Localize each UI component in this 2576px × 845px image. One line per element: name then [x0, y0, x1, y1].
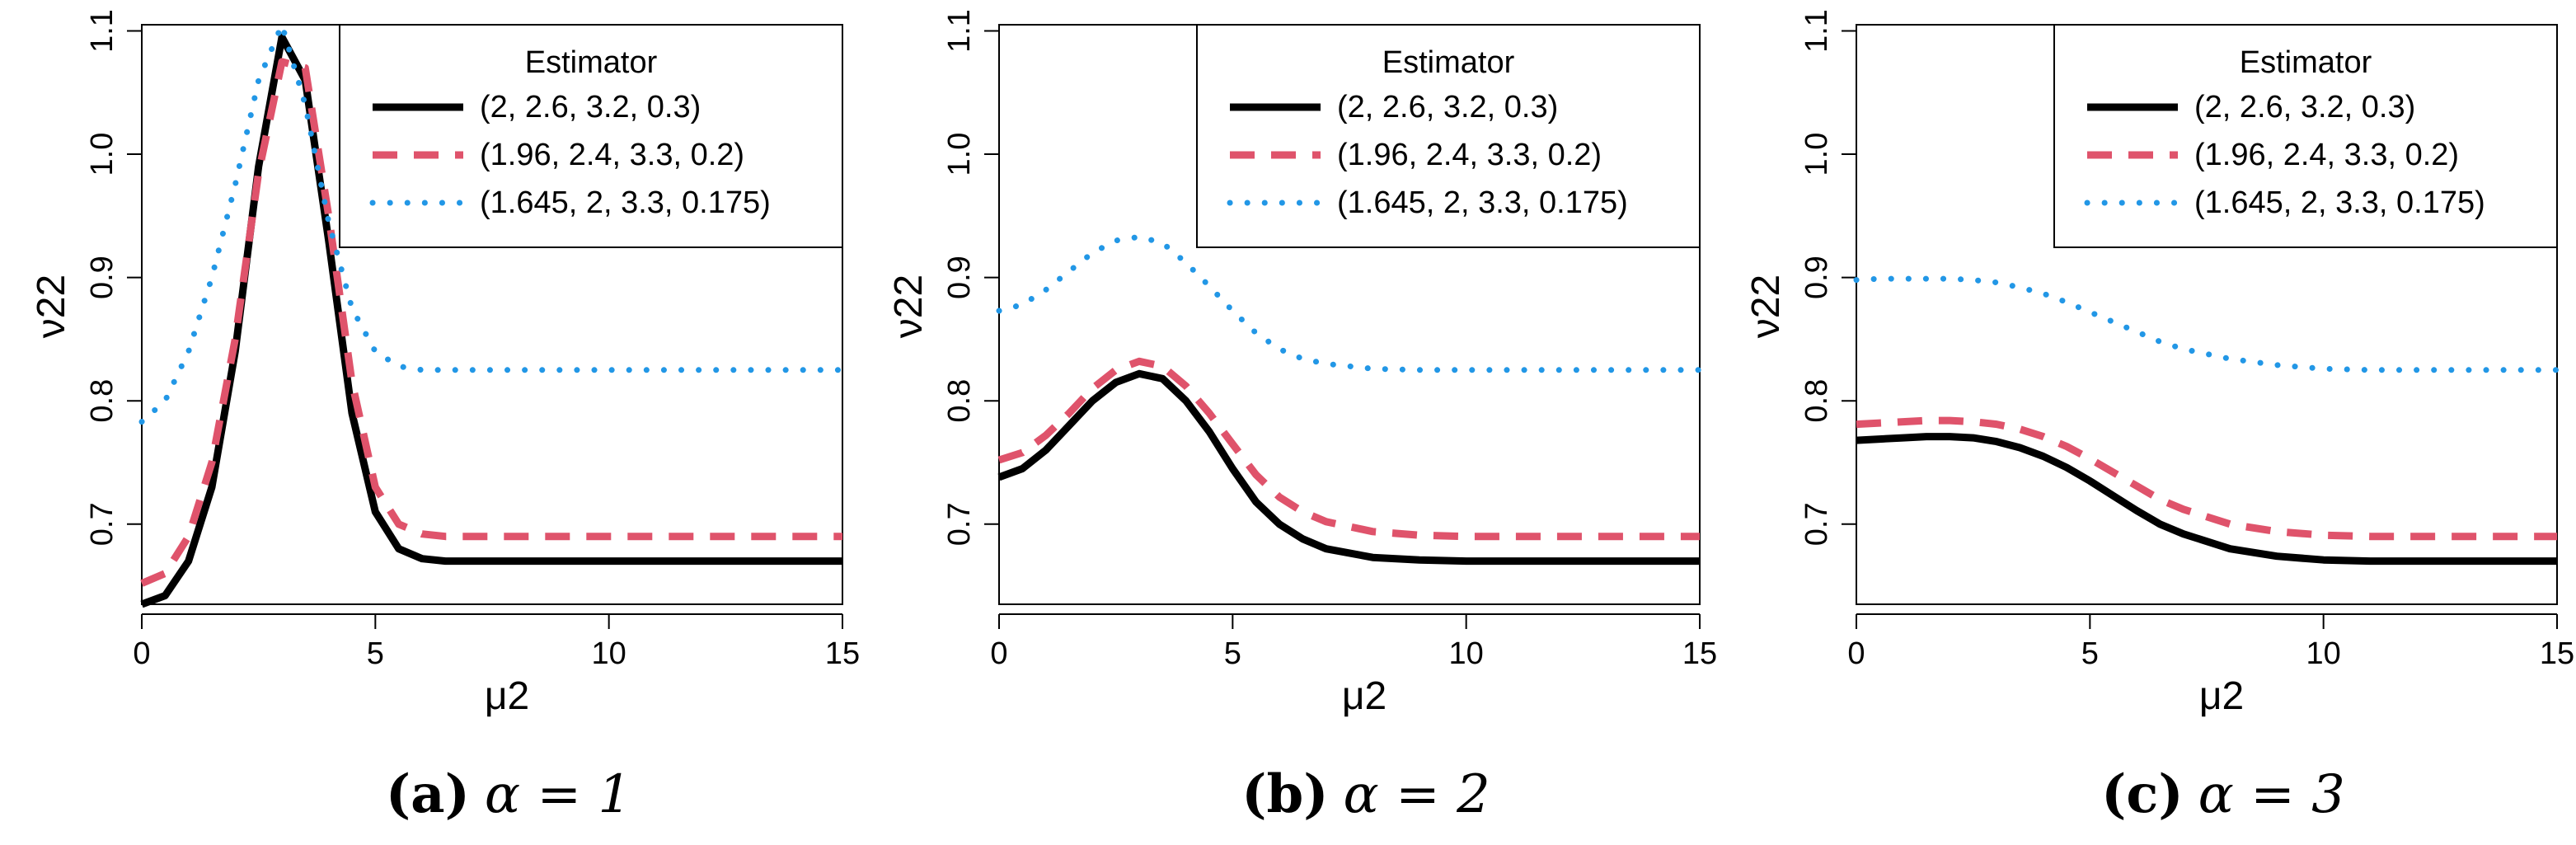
- x-tick-label: 5: [1224, 636, 1241, 671]
- x-tick-label: 0: [133, 636, 150, 671]
- y-axis-label: ν22: [1744, 275, 1788, 338]
- series-line-3: [1853, 275, 2560, 373]
- x-tick-label: 0: [990, 636, 1007, 671]
- y-tick-label: 0.7: [85, 502, 120, 546]
- legend-title: Estimator: [2240, 45, 2372, 80]
- x-tick-label: 10: [592, 636, 626, 671]
- series-line-1: [997, 369, 1700, 566]
- caption-equation: α = 3: [2198, 764, 2345, 825]
- panel-caption: (c) α = 3: [2101, 763, 2345, 825]
- x-axis-label: μ2: [485, 674, 529, 718]
- x-axis-label: μ2: [2199, 674, 2244, 718]
- legend-label-3: (1.645, 2, 3.3, 0.175): [2194, 185, 2485, 220]
- chart-panel-2: 0.7 0.8 0.9 1.0 1.1 0 5 10 15 μ2 ν22 Estimator (2, 2…: [887, 9, 1717, 825]
- y-tick-label: 0.7: [1799, 502, 1834, 546]
- y-tick-label: 0.9: [85, 256, 120, 299]
- y-tick-label: 0.9: [942, 256, 977, 299]
- legend-label-1: (2, 2.6, 3.2, 0.3): [1337, 90, 1558, 124]
- y-tick-label: 0.8: [942, 379, 977, 423]
- series-line-2: [1856, 416, 2557, 541]
- legend-title: Estimator: [525, 45, 658, 80]
- caption-equation: α = 1: [485, 764, 631, 825]
- y-tick-label: 1.0: [85, 133, 120, 176]
- chart-panel-3: 0.7 0.8 0.9 1.0 1.1 0 5 10 15 μ2 ν22 Estimator (2, 2…: [1744, 9, 2574, 825]
- legend-label-1: (2, 2.6, 3.2, 0.3): [2194, 90, 2415, 124]
- x-tick-label: 15: [825, 636, 860, 671]
- y-tick-label: 0.8: [85, 379, 120, 423]
- caption-letter: (b): [1241, 763, 1328, 825]
- chart-panel-1: 0.7 0.8 0.9 1.0 1.1 0 5 10 15 μ2 ν22 Estimator (2, 2…: [30, 9, 860, 825]
- x-tick-label: 15: [2540, 636, 2574, 671]
- x-tick-label: 0: [1847, 636, 1865, 671]
- x-tick-label: 5: [2081, 636, 2099, 671]
- y-tick-label: 0.7: [942, 502, 977, 546]
- y-tick-label: 0.9: [1799, 256, 1834, 299]
- legend-box: [1196, 24, 1701, 248]
- legend-label-3: (1.645, 2, 3.3, 0.175): [1337, 185, 1628, 220]
- y-axis-label: ν22: [30, 275, 73, 338]
- legend-label-2: (1.96, 2.4, 3.3, 0.2): [2194, 138, 2459, 172]
- y-axis-label: ν22: [887, 275, 931, 338]
- y-tick-label: 1.0: [1799, 133, 1834, 176]
- y-tick-label: 0.8: [1799, 379, 1834, 423]
- x-tick-label: 15: [1682, 636, 1717, 671]
- caption-letter: (c): [2101, 763, 2184, 825]
- series-line-1: [1856, 433, 2557, 566]
- legend-box: [2053, 24, 2558, 248]
- series-line-3: [996, 233, 1703, 373]
- legend-box: [339, 24, 843, 248]
- legend-title: Estimator: [1382, 45, 1515, 80]
- panel-caption: (a) α = 1: [386, 763, 631, 825]
- legend-label-2: (1.96, 2.4, 3.3, 0.2): [1337, 138, 1602, 172]
- y-tick-label: 1.1: [85, 9, 120, 53]
- x-tick-label: 10: [1449, 636, 1484, 671]
- legend-label-2: (1.96, 2.4, 3.3, 0.2): [480, 138, 744, 172]
- series-line-2: [140, 58, 842, 587]
- x-tick-label: 5: [367, 636, 384, 671]
- y-tick-label: 1.0: [942, 133, 977, 176]
- series-line-3: [138, 21, 846, 425]
- caption-letter: (a): [386, 763, 470, 825]
- panel-caption: (b) α = 2: [1241, 763, 1490, 825]
- x-axis-label: μ2: [1342, 674, 1387, 718]
- legend-label-3: (1.645, 2, 3.3, 0.175): [480, 185, 771, 220]
- series-line-2: [997, 357, 1700, 541]
- y-tick-label: 1.1: [942, 9, 977, 53]
- y-tick-label: 1.1: [1799, 9, 1834, 53]
- x-tick-label: 10: [2306, 636, 2341, 671]
- caption-equation: α = 2: [1344, 764, 1490, 825]
- legend-label-1: (2, 2.6, 3.2, 0.3): [480, 90, 701, 124]
